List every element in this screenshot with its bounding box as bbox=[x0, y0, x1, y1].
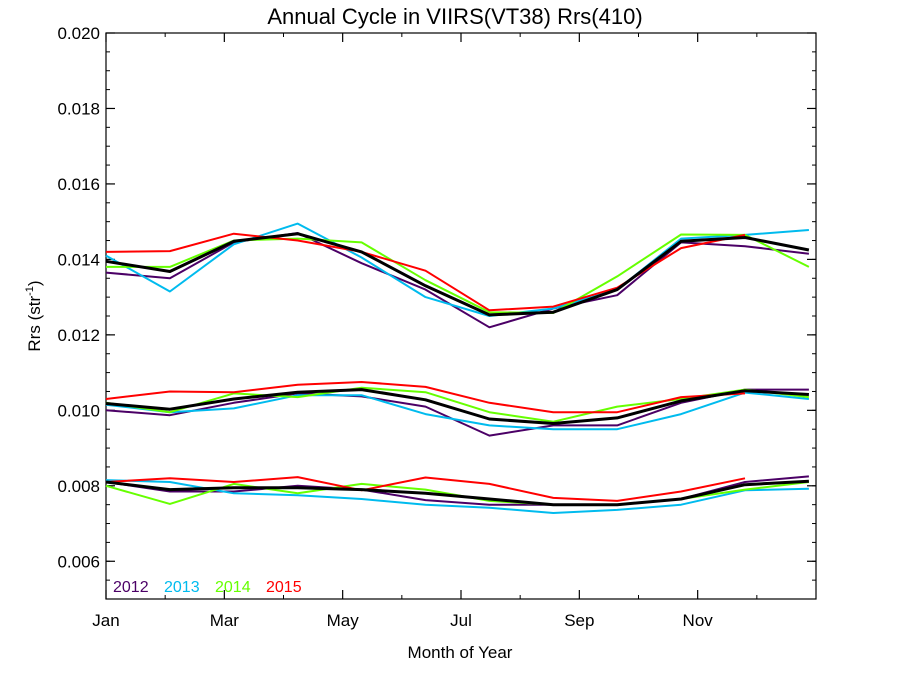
series-line-mid-mean bbox=[105, 388, 809, 425]
y-axis-label-main: Rrs (str bbox=[25, 296, 44, 352]
y-tick-label: 0.010 bbox=[57, 401, 100, 420]
y-tick-label: 0.018 bbox=[57, 99, 100, 118]
legend-item-2013: 2013 bbox=[164, 579, 200, 596]
legend: 2012 2013 2014 2015 bbox=[113, 579, 302, 596]
y-tick-label: 0.014 bbox=[57, 250, 100, 269]
y-tick-label: 0.012 bbox=[57, 326, 100, 345]
chart-title: Annual Cycle in VIIRS(VT38) Rrs(410) bbox=[267, 4, 642, 29]
x-tick-label: Nov bbox=[683, 611, 714, 630]
x-axis-label: Month of Year bbox=[408, 643, 513, 662]
y-tick-label: 0.006 bbox=[57, 552, 100, 571]
legend-item-2014: 2014 bbox=[215, 579, 251, 596]
series-line-low-2013 bbox=[105, 479, 809, 514]
series-line-high-mean bbox=[105, 232, 810, 317]
x-axis: Jan Mar May Jul Sep Nov bbox=[92, 33, 758, 630]
x-tick-label: Jan bbox=[92, 611, 119, 630]
y-axis-label: Rrs (str-1) bbox=[24, 280, 44, 351]
series-line-high-2015 bbox=[105, 232, 746, 312]
plot-frame bbox=[105, 32, 817, 600]
x-tick-label: Jul bbox=[450, 611, 472, 630]
y-axis-label-superscript: -1 bbox=[24, 286, 36, 296]
series-line-high-2012 bbox=[105, 232, 810, 329]
x-tick-label: Mar bbox=[210, 611, 240, 630]
y-axis: 0.006 0.008 0.010 0.012 0.014 0.016 0.018 0.020 bbox=[57, 24, 816, 600]
legend-item-2012: 2012 bbox=[113, 579, 149, 596]
series-line-mid-2013 bbox=[105, 391, 809, 431]
series-line-low-2015 bbox=[105, 476, 746, 502]
x-tick-label: Sep bbox=[564, 611, 594, 630]
y-axis-label-close: ) bbox=[25, 280, 44, 286]
series-line-low-mean bbox=[105, 479, 809, 507]
series-line-high-2013 bbox=[105, 222, 809, 317]
y-tick-label: 0.020 bbox=[57, 24, 100, 43]
legend-item-2015: 2015 bbox=[266, 579, 302, 596]
y-tick-label: 0.016 bbox=[57, 175, 100, 194]
y-tick-label: 0.008 bbox=[57, 477, 100, 496]
x-tick-label: May bbox=[327, 611, 360, 630]
series-lines bbox=[105, 222, 810, 514]
series-line-mid-2015 bbox=[105, 381, 746, 414]
